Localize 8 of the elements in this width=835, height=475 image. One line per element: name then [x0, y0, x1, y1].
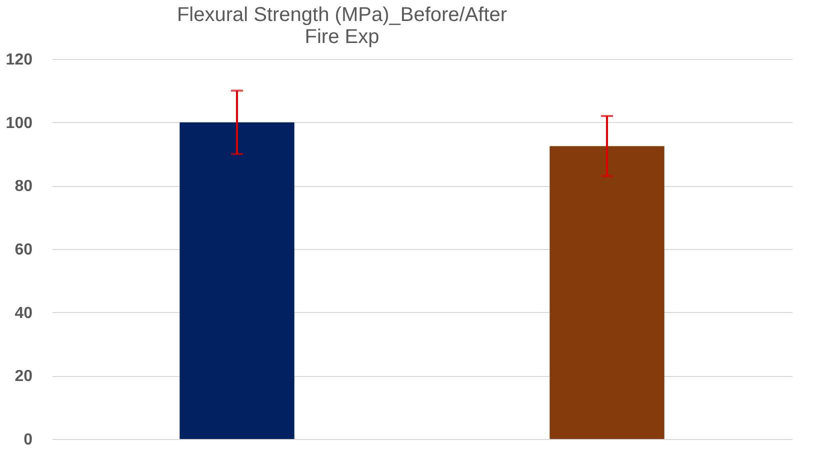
y-tick-label: 80: [14, 178, 33, 196]
y-tick-label: 20: [14, 368, 33, 386]
y-tick-label: 40: [14, 304, 33, 322]
chart-title: Flexural Strength (MPa)_Before/After Fire Exp: [176, 4, 508, 48]
y-tick-label: 60: [14, 242, 33, 258]
y-tick-label: 100: [6, 114, 33, 132]
y-tick-label: 0: [24, 432, 33, 448]
y-tick-label: 120: [6, 52, 33, 68]
